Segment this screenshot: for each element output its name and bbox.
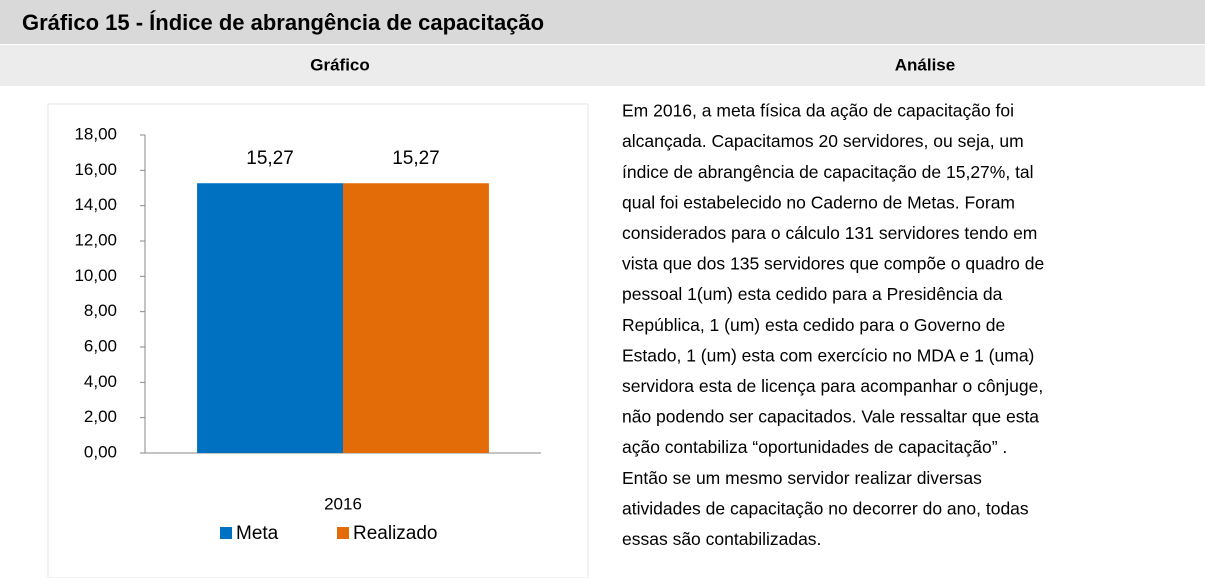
y-tick-label: 0,00 [84, 442, 117, 461]
y-tick-label: 10,00 [74, 266, 117, 285]
y-tick-label: 18,00 [74, 124, 117, 143]
analysis-line: qual foi estabelecido no Caderno de Meta… [622, 192, 1015, 212]
column-header: Gráfico [310, 55, 370, 74]
analysis-line: vista que dos 135 servidores que compõe … [622, 254, 1044, 274]
analysis-line: considerados para o cálculo 131 servidor… [622, 223, 1037, 243]
analysis-line: ação contabiliza “oportunidades de capac… [622, 437, 1007, 457]
legend-label: Realizado [353, 523, 438, 544]
data-label: 15,27 [392, 148, 440, 169]
analysis-line: Em 2016, a meta física da ação de capaci… [622, 101, 1014, 121]
analysis-line: essas são contabilizadas. [622, 529, 821, 549]
document-title: Gráfico 15 - Índice de abrangência de ca… [22, 10, 544, 35]
separator [0, 44, 1205, 45]
analysis-line: Então se um mesmo servidor realizar dive… [622, 468, 982, 488]
analysis-line: pessoal 1(um) esta cedido para a Presidê… [622, 284, 1003, 304]
analysis-line: atividades de capacitação no decorrer do… [622, 498, 1029, 518]
legend-label: Meta [236, 523, 279, 544]
y-tick-label: 16,00 [74, 160, 117, 179]
analysis-line: República, 1 (um) esta cedido para o Gov… [622, 315, 1005, 335]
data-label: 15,27 [246, 148, 294, 169]
x-tick-label: 2016 [324, 494, 362, 513]
y-tick-label: 12,00 [74, 230, 117, 249]
analysis-line: servidora esta de licença para acompanha… [622, 376, 1043, 396]
chart: 0,00 2,00 4,00 6,00 8,00 10,00 12,00 14,00 16,00… [74, 124, 541, 544]
analysis-line: alcançada. Capacitamos 20 servidores, ou… [622, 131, 1024, 151]
y-tick-label: 2,00 [84, 407, 117, 426]
header-row [0, 45, 1205, 86]
y-tick-label: 6,00 [84, 336, 117, 355]
analysis-line: índice de abrangência de capacitação de … [622, 162, 1034, 182]
y-tick-label: 14,00 [74, 195, 117, 214]
column-header: Análise [895, 55, 955, 74]
analysis-line: Estado, 1 (um) esta com exercício no MDA… [622, 345, 1034, 365]
analysis-line: não podendo ser capacitados. Vale ressal… [622, 407, 1039, 427]
bar [343, 183, 489, 454]
analysis: Em 2016, a meta física da ação de capaci… [622, 101, 1044, 549]
y-tick-label: 4,00 [84, 372, 117, 391]
y-tick-label: 8,00 [84, 301, 117, 320]
legend-swatch [337, 527, 349, 539]
title-bar [0, 0, 1205, 44]
legend-swatch [220, 527, 232, 539]
bar [197, 183, 343, 454]
